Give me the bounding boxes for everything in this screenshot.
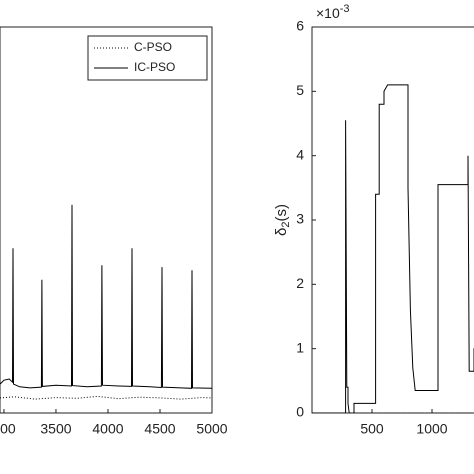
- y-tick-label: 1: [296, 339, 304, 355]
- legend-label: C-PSO: [134, 40, 172, 54]
- y-axis-label: δ2(s): [273, 204, 292, 236]
- y-tick-label: 0: [296, 404, 304, 420]
- y-label-unit: (s): [273, 204, 290, 222]
- y-label-subscript: 2: [280, 222, 292, 228]
- x-tick-label: 5000: [196, 421, 227, 437]
- y-tick-label: 6: [296, 18, 304, 34]
- series-line: [312, 84, 474, 413]
- legend-label: IC-PSO: [134, 60, 175, 74]
- series-line: [0, 395, 212, 400]
- x-tick-label: 4500: [144, 421, 175, 437]
- x-tick-label: 3500: [40, 421, 71, 437]
- series-line: [0, 204, 212, 389]
- legend-box: [87, 35, 208, 81]
- x-tick-label: 500: [360, 421, 384, 437]
- x-tick-label: 000: [0, 421, 16, 437]
- y-tick-label: 5: [296, 82, 304, 98]
- x-tick-label: 4000: [92, 421, 123, 437]
- axis-multiplier: ×10-3: [316, 3, 350, 21]
- y-tick-label: 2: [296, 275, 304, 291]
- y-tick-label: 4: [296, 146, 304, 162]
- multiplier-exponent: -3: [340, 3, 350, 15]
- x-tick-label: 1000: [416, 421, 447, 437]
- y-label-symbol: δ: [273, 228, 290, 236]
- plot-frame: [0, 26, 213, 414]
- y-tick-label: 3: [296, 211, 304, 227]
- multiplier-base: ×10: [316, 5, 340, 21]
